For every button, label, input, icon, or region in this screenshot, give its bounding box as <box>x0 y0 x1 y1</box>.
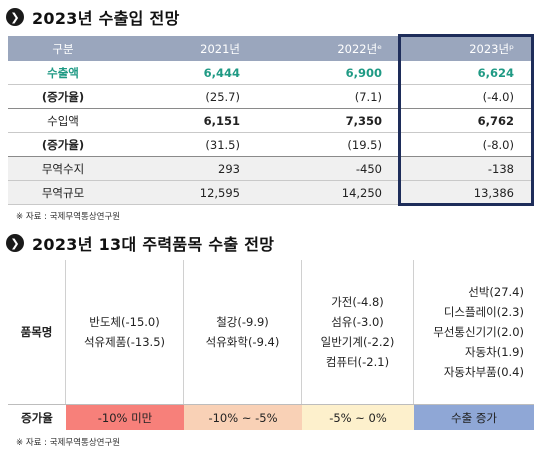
list-item: 컴퓨터(-2.1) <box>325 355 390 369</box>
list-item: 자동차(1.9) <box>464 345 524 359</box>
table-row-export: 수출액 6,444 6,900 6,624 <box>8 61 534 85</box>
table-row-export-growth: (증가율) (25.7) (7.1) (-4.0) <box>8 85 534 109</box>
list-item: 디스플레이(2.3) <box>443 305 524 319</box>
cell: 6,151 <box>203 113 240 128</box>
group-export-increase: 선박(27.4) 디스플레이(2.3) 무선통신기기(2.0) 자동차(1.9)… <box>414 260 534 404</box>
source-note-1: ※ 자료 : 국제무역통상연구원 <box>16 212 121 222</box>
source-note-2: ※ 자료 : 국제무역통상연구원 <box>16 438 121 448</box>
cell: 6,900 <box>345 65 382 80</box>
cell: 14,250 <box>341 185 382 200</box>
section-title-export-import: ❯ 2023년 수출입 전망 <box>6 4 180 30</box>
list-item: 선박(27.4) <box>468 285 524 299</box>
growth-band-red: -10% 미만 <box>66 405 184 430</box>
cell: (7.1) <box>354 89 382 104</box>
list-item: 석유제품(-13.5) <box>83 335 166 349</box>
table-row-import: 수입액 6,151 7,350 6,762 <box>8 109 534 133</box>
table-header-row: 구분 2021년 2022년ᵉ 2023년ᵖ <box>8 36 534 61</box>
header-2021: 2021년 <box>200 41 240 56</box>
list-item: 철강(-9.9) <box>216 315 269 329</box>
section1-title: 2023년 수출입 전망 <box>32 9 180 28</box>
header-category: 구분 <box>52 41 74 56</box>
cell: (-8.0) <box>482 137 514 152</box>
cell: (25.7) <box>205 89 240 104</box>
cell: 293 <box>218 161 240 176</box>
table-row-import-growth: (증가율) (31.5) (19.5) (-8.0) <box>8 133 534 157</box>
list-item: 섬유(-3.0) <box>331 315 384 329</box>
export-import-table: 구분 2021년 2022년ᵉ 2023년ᵖ 수출액 6,444 6,900 6… <box>8 36 534 205</box>
group-minus10-to-minus5: 철강(-9.9) 석유화학(-9.4) <box>184 260 302 404</box>
growth-band-blue: 수출 증가 <box>414 405 534 430</box>
row-label: 수입액 <box>47 113 79 128</box>
cell: 6,762 <box>477 113 514 128</box>
cell: 12,595 <box>199 185 240 200</box>
items-row: 품목명 반도체(-15.0) 석유제품(-13.5) 철강(-9.9) 석유화학… <box>8 260 534 404</box>
row-label: 무역규모 <box>41 185 85 200</box>
list-item: 반도체(-15.0) <box>89 315 160 329</box>
list-item: 무선통신기기(2.0) <box>433 325 524 339</box>
header-2022: 2022년ᵉ <box>337 41 382 56</box>
cell: -138 <box>487 161 514 176</box>
list-item: 일반기계(-2.2) <box>320 335 395 349</box>
table-row-trade-balance: 무역수지 293 -450 -138 <box>8 157 534 181</box>
list-item: 가전(-4.8) <box>331 295 384 309</box>
cell: 13,386 <box>473 185 514 200</box>
row-label-items: 품목명 <box>8 260 66 404</box>
header-2023: 2023년ᵖ <box>469 41 514 56</box>
major-items-table: 품목명 반도체(-15.0) 석유제품(-13.5) 철강(-9.9) 석유화학… <box>8 260 534 430</box>
section-title-major-items: ❯ 2023년 13대 주력품목 수출 전망 <box>6 230 274 256</box>
table-row-trade-volume: 무역규모 12,595 14,250 13,386 <box>8 181 534 205</box>
chevron-right-icon: ❯ <box>6 8 24 26</box>
cell: 6,444 <box>203 65 240 80</box>
row-label: (증가율) <box>41 89 85 104</box>
cell: (31.5) <box>205 137 240 152</box>
cell: 6,624 <box>477 65 514 80</box>
cell: (19.5) <box>347 137 382 152</box>
growth-band-cream: -5% ~ 0% <box>302 405 414 430</box>
group-below-minus10: 반도체(-15.0) 석유제품(-13.5) <box>66 260 184 404</box>
row-label-growth: 증가율 <box>21 410 53 425</box>
cell: (-4.0) <box>482 89 514 104</box>
list-item: 석유화학(-9.4) <box>205 335 280 349</box>
list-item: 자동차부품(0.4) <box>443 365 524 379</box>
row-label: 수출액 <box>47 65 79 80</box>
growth-band-peach: -10% ~ -5% <box>184 405 302 430</box>
row-label: 무역수지 <box>41 161 85 176</box>
row-label: (증가율) <box>41 137 85 152</box>
chevron-right-icon: ❯ <box>6 234 24 252</box>
group-minus5-to-0: 가전(-4.8) 섬유(-3.0) 일반기계(-2.2) 컴퓨터(-2.1) <box>302 260 414 404</box>
cell: 7,350 <box>345 113 382 128</box>
section2-title: 2023년 13대 주력품목 수출 전망 <box>32 235 275 254</box>
cell: -450 <box>355 161 382 176</box>
growth-rate-row: 증가율 -10% 미만 -10% ~ -5% -5% ~ 0% 수출 증가 <box>8 404 534 430</box>
